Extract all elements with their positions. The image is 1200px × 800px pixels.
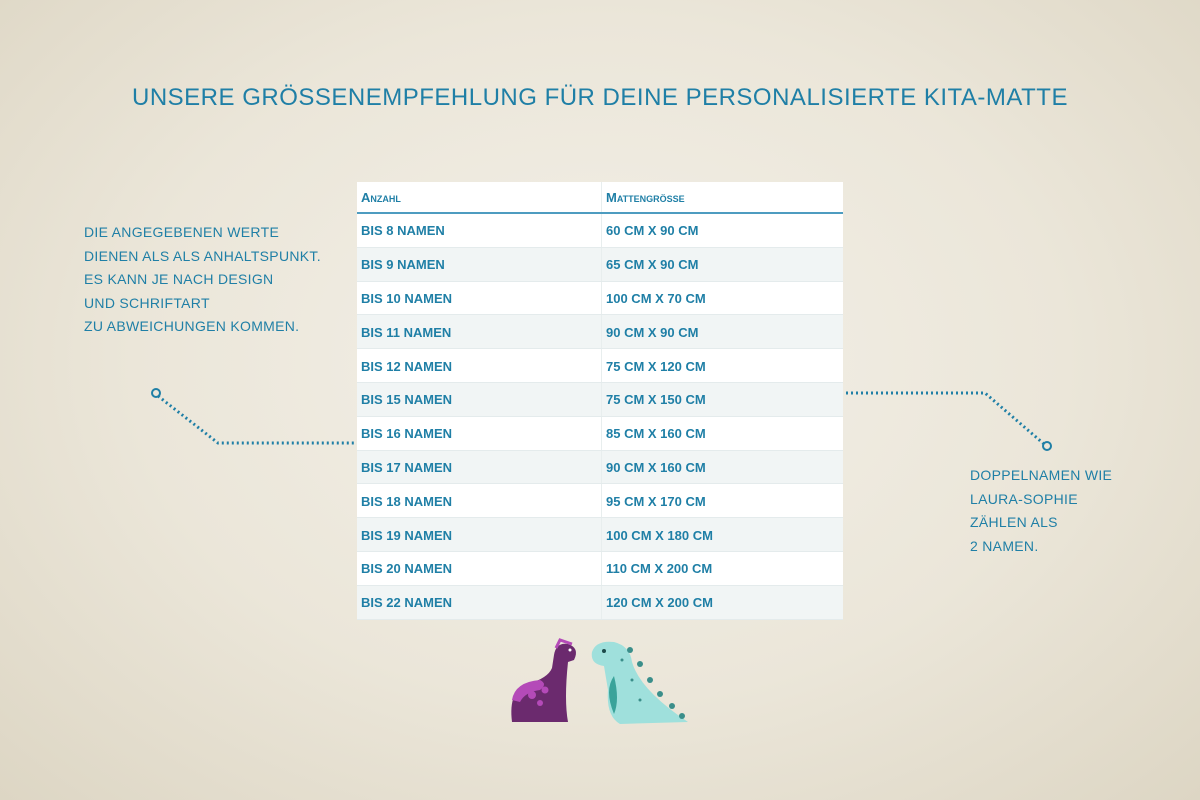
cell-text: 65 cm x 90 cm	[606, 257, 699, 273]
size-cell: 100 cm x 70 cm	[601, 281, 843, 316]
note-line: dienen als als Anhaltspunkt.	[84, 247, 321, 264]
right-connector-line	[846, 391, 1045, 446]
count-cell: bis 18 Namen	[357, 483, 602, 519]
cell-text: bis 19 Namen	[361, 527, 453, 543]
note-line: Doppelnamen wie	[970, 467, 1113, 483]
header-anzahl: Anzahl	[357, 182, 602, 214]
table-row: bis 11 Namen 90 cm x 90 cm	[357, 314, 843, 350]
note-line: Es kann je nach Design	[84, 271, 274, 287]
cell-text: 95 cm x 170 cm	[606, 493, 706, 509]
size-cell: 120 cm x 200 cm	[601, 585, 843, 620]
note-line: 2 Namen.	[970, 537, 1039, 554]
header-text: Anzahl	[361, 189, 401, 205]
count-cell: bis 9 Namen	[357, 247, 602, 282]
count-cell: bis 20 Namen	[357, 551, 602, 586]
cell-text: 85 cm x 160 cm	[606, 426, 706, 442]
table-row: bis 17 Namen 90 cm x 160 cm	[357, 450, 843, 485]
size-cell: 110 cm x 200 cm	[601, 551, 843, 586]
size-cell: 75 cm x 150 cm	[601, 382, 843, 417]
size-cell: 65 cm x 90 cm	[601, 247, 843, 282]
table-header-row: Anzahl Mattengröße	[357, 182, 843, 214]
left-connector-dot	[151, 388, 161, 398]
cell-text: bis 8 Namen	[361, 223, 445, 239]
cell-text: 100 cm x 70 cm	[606, 290, 706, 306]
cell-text: 100 cm x 180 cm	[606, 527, 713, 543]
table-row: bis 18 Namen 95 cm x 170 cm	[357, 483, 843, 519]
note-line: zählen als	[970, 514, 1058, 530]
table-row: bis 20 Namen 110 cm x 200 cm	[357, 551, 843, 586]
size-cell: 100 cm x 180 cm	[601, 517, 843, 552]
count-cell: bis 16 Namen	[357, 416, 602, 451]
table-row: bis 16 Namen 85 cm x 160 cm	[357, 416, 843, 451]
table-row: bis 19 Namen 100 cm x 180 cm	[357, 517, 843, 552]
count-cell: bis 11 Namen	[357, 314, 602, 350]
table-body: bis 8 Namen 60 cm x 90 cm bis 9 Namen 65 cm…	[357, 213, 843, 620]
count-cell: bis 17 Namen	[357, 450, 602, 485]
cell-text: 75 cm x 150 cm	[606, 392, 706, 408]
note-line: zu Abweichungen kommen.	[84, 318, 300, 334]
right-note: Doppelnamen wie Laura-Sophie zählen als …	[970, 464, 1170, 558]
note-line: Die angegebenen Werte	[84, 224, 280, 240]
note-line: und Schriftart	[84, 294, 210, 311]
left-connector-line	[157, 394, 356, 445]
table-row: bis 22 Namen 120 cm x 200 cm	[357, 585, 843, 620]
cell-text: bis 16 Namen	[361, 426, 453, 442]
right-connector-dot	[1042, 441, 1052, 451]
cell-text: 75 cm x 120 cm	[606, 358, 706, 374]
table-row: bis 12 Namen 75 cm x 120 cm	[357, 348, 843, 383]
table-row: bis 8 Namen 60 cm x 90 cm	[357, 213, 843, 248]
cell-text: bis 10 Namen	[361, 290, 453, 306]
size-cell: 60 cm x 90 cm	[601, 213, 843, 248]
table-row: bis 15 Namen 75 cm x 150 cm	[357, 382, 843, 417]
table-row: bis 9 Namen 65 cm x 90 cm	[357, 247, 843, 282]
page-title-text: Unsere Größenempfehlung für deine person…	[132, 84, 1068, 111]
count-cell: bis 10 Namen	[357, 281, 602, 316]
cell-text: bis 18 Namen	[361, 493, 453, 509]
count-cell: bis 22 Namen	[357, 585, 602, 620]
size-cell: 90 cm x 90 cm	[601, 314, 843, 350]
purple-dinosaur-icon	[511, 638, 576, 722]
cell-text: 90 cm x 160 cm	[606, 459, 706, 475]
cell-text: bis 12 Namen	[361, 358, 453, 374]
cell-text: 90 cm x 90 cm	[606, 324, 699, 340]
cell-text: 60 cm x 90 cm	[606, 223, 699, 239]
cell-text: bis 20 Namen	[361, 561, 453, 577]
header-mattengroesse: Mattengröße	[601, 182, 843, 214]
size-table: Anzahl Mattengröße bis 8 Namen 60 cm x 90…	[357, 182, 843, 620]
size-cell: 85 cm x 160 cm	[601, 416, 843, 451]
teal-dinosaur-icon	[591, 641, 688, 724]
size-cell: 75 cm x 120 cm	[601, 348, 843, 383]
cell-text: 110 cm x 200 cm	[606, 561, 713, 577]
count-cell: bis 19 Namen	[357, 517, 602, 552]
left-note: Die angegebenen Werte dienen als als Anh…	[84, 221, 354, 339]
size-cell: 95 cm x 170 cm	[601, 483, 843, 519]
count-cell: bis 8 Namen	[357, 213, 602, 248]
table-row: bis 10 Namen 100 cm x 70 cm	[357, 281, 843, 316]
cell-text: bis 11 Namen	[361, 324, 452, 340]
size-cell: 90 cm x 160 cm	[601, 450, 843, 485]
count-cell: bis 15 Namen	[357, 382, 602, 417]
cell-text: bis 9 Namen	[361, 257, 445, 273]
cell-text: bis 22 Namen	[361, 595, 453, 611]
note-line: Laura-Sophie	[970, 490, 1078, 507]
cell-text: bis 17 Namen	[361, 459, 453, 475]
cell-text: bis 15 Namen	[361, 392, 453, 408]
header-text: Mattengröße	[606, 189, 685, 205]
count-cell: bis 12 Namen	[357, 348, 602, 383]
page-title: Unsere Größenempfehlung für deine person…	[60, 84, 1140, 112]
cell-text: 120 cm x 200 cm	[606, 595, 713, 611]
